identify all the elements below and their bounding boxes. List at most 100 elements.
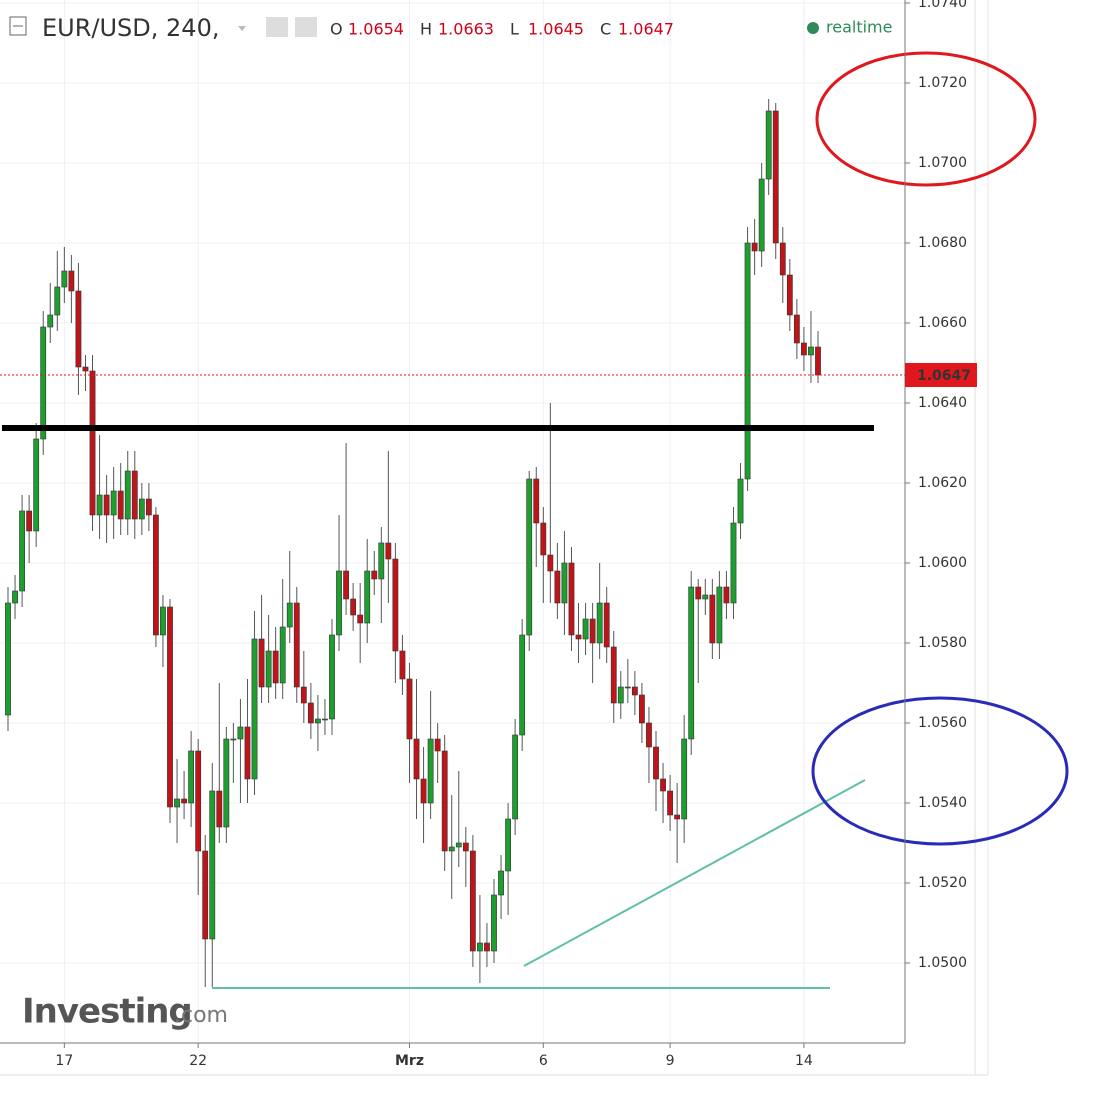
candle-body [19, 510, 25, 592]
candle-body [223, 738, 230, 828]
candle-body [174, 798, 180, 808]
candle-body [653, 746, 659, 780]
symbol-title: EUR/USD, 240, [42, 14, 219, 42]
candle-body [533, 478, 540, 524]
visibility-button[interactable] [266, 17, 288, 37]
candle-body [293, 602, 300, 688]
candle-body [765, 110, 772, 180]
candle-body [786, 274, 793, 316]
candle-body [667, 790, 673, 816]
candle-body [89, 370, 96, 516]
candle-body [674, 814, 681, 820]
y-tick-label: 1.0500 [918, 955, 967, 971]
candle-body [469, 850, 476, 952]
candle-body [336, 570, 342, 636]
grid: 1.0500 1.0520 1.0540 1.0560 1.0580 1.0600 1.06… [0, 0, 967, 1069]
candle-body [117, 490, 124, 520]
candle-body [575, 634, 582, 640]
candle-body [167, 606, 173, 808]
candle-body [526, 478, 533, 636]
candle-body [603, 602, 610, 648]
candle-body [617, 686, 624, 704]
candle-body [406, 678, 413, 740]
candle-body [279, 626, 286, 684]
candle-body [378, 542, 385, 580]
y-tick-label: 1.0520 [918, 875, 967, 891]
candle-body [265, 650, 272, 688]
candle-body [413, 738, 420, 780]
candle-body [779, 242, 786, 276]
candle-body [624, 686, 631, 689]
candle-body [343, 570, 349, 600]
x-tick-label: Mrz [395, 1053, 424, 1069]
candle-body [258, 638, 265, 688]
drawn-ellipse [811, 696, 1069, 846]
ohlc-label: C [600, 20, 611, 39]
settings-button[interactable] [295, 17, 317, 37]
candle-body [688, 586, 695, 740]
candle-body [505, 818, 511, 872]
candle-body [723, 586, 730, 604]
watermark-brand: Investing [22, 992, 192, 1032]
candle-body [230, 738, 237, 741]
candle-body [568, 562, 575, 636]
y-tick-label: 1.0740 [918, 0, 967, 11]
candle-body [554, 570, 561, 604]
candle-body [209, 790, 216, 940]
candle-body [40, 326, 47, 440]
candle-body [392, 558, 399, 652]
y-tick-label: 1.0620 [918, 475, 967, 491]
candle-body [484, 942, 490, 952]
candle-body [26, 510, 33, 532]
y-tick-label: 1.0580 [918, 635, 967, 651]
candle-body [660, 778, 666, 792]
candle-body [350, 598, 357, 616]
y-tick-label: 1.0720 [918, 75, 967, 91]
x-tick-label: 22 [189, 1053, 207, 1069]
candle-body [202, 850, 209, 940]
candle-body [145, 498, 152, 516]
candle-body [153, 514, 159, 636]
candle-body [646, 722, 652, 748]
y-tick-label: 1.0700 [918, 155, 967, 171]
x-tick-label: 6 [539, 1053, 548, 1069]
candle-body [631, 686, 638, 696]
y-tick-label: 1.0640 [918, 395, 967, 411]
candle-body [286, 602, 293, 628]
candle-body [434, 738, 441, 752]
dropdown-icon[interactable] [238, 26, 246, 31]
candle-body [709, 594, 716, 644]
candle-body [138, 498, 145, 520]
y-tick-label: 1.0660 [918, 315, 967, 331]
candle-body [251, 638, 258, 780]
candle-body [730, 522, 737, 604]
x-tick-label: 17 [55, 1053, 73, 1069]
candle-body [772, 110, 779, 244]
candle-body [96, 494, 103, 516]
watermark-suffix: .com [174, 1003, 228, 1028]
candle-body [716, 586, 723, 644]
candle-body [547, 554, 554, 572]
candle-body [561, 562, 568, 604]
candle-body [237, 726, 244, 740]
ohlc-label: L [510, 20, 519, 39]
candle-body [68, 270, 75, 292]
candle-body [307, 702, 314, 724]
candle-body [82, 366, 89, 372]
candle-body [124, 470, 131, 520]
candle-body [357, 614, 364, 624]
y-tick-label: 1.0560 [918, 715, 967, 731]
candle-body [188, 750, 195, 804]
candle-body [399, 650, 406, 680]
y-tick-label: 1.0540 [918, 795, 967, 811]
candle-body [61, 270, 68, 288]
ohlc-value: 1.0654 [348, 20, 404, 39]
candle-body [695, 586, 702, 600]
ohlc-value: 1.0663 [438, 20, 494, 39]
candle-body [639, 694, 645, 724]
last-price-label: 1.0647 [917, 368, 971, 384]
candle-body [744, 242, 751, 480]
y-tick-label: 1.0600 [918, 555, 967, 571]
candle-body [455, 842, 462, 848]
